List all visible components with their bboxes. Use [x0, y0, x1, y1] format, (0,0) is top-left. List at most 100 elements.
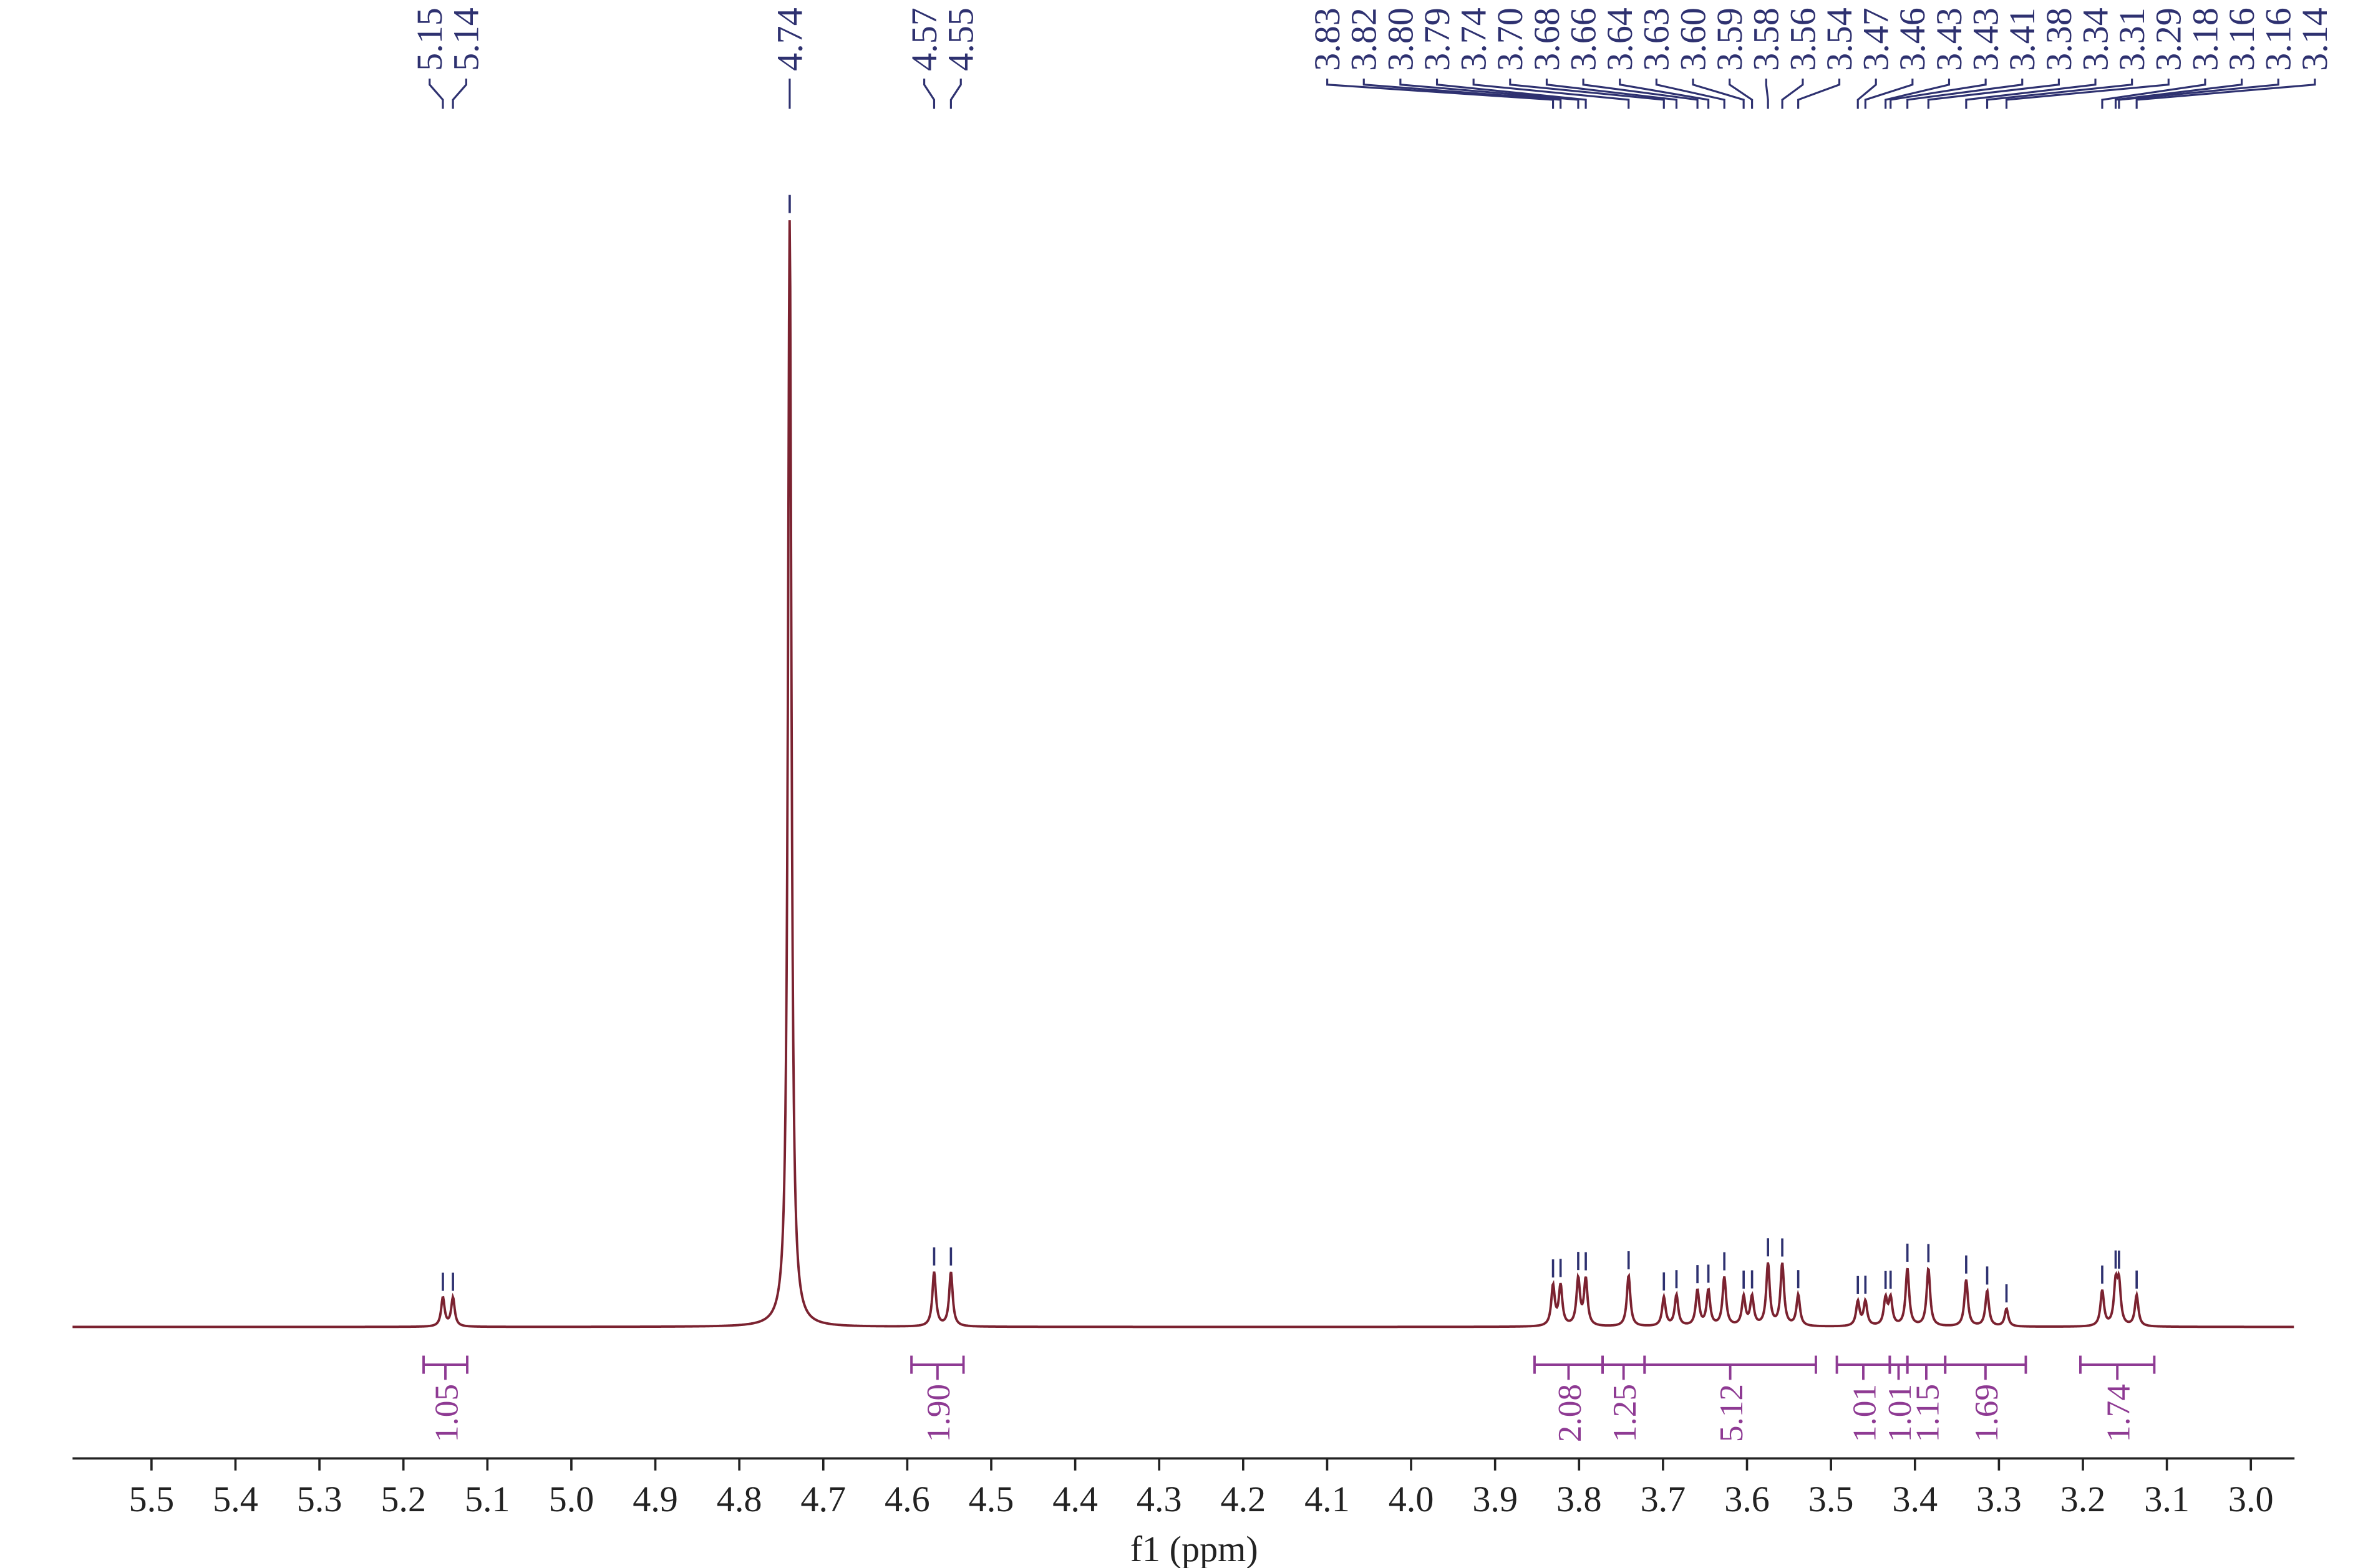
peak-label: 3.66 [1563, 7, 1603, 71]
peak-label: 5.14 [446, 7, 487, 71]
x-tick-label: 5.5 [129, 1479, 175, 1519]
x-tick-label: 3.8 [1556, 1479, 1602, 1519]
peak-connector [2135, 79, 2316, 109]
peak-label: 3.38 [2039, 7, 2079, 71]
peak-label: 5.15 [409, 7, 450, 71]
peak-connector [1864, 79, 1914, 109]
peak-label: 3.82 [1344, 7, 1384, 71]
peak-label: 3.14 [2294, 7, 2335, 71]
peak-label: 3.47 [1856, 7, 1896, 71]
x-tick-label: 4.0 [1389, 1479, 1434, 1519]
x-tick-label: 3.4 [1892, 1479, 1938, 1519]
integral-label: 2.08 [1551, 1384, 1588, 1442]
x-tick-label: 4.7 [800, 1479, 846, 1519]
peak-connector [1856, 79, 1877, 109]
peak-connector [2114, 79, 2243, 109]
peak-connector [1655, 79, 1725, 109]
x-tick-label: 3.6 [1724, 1479, 1770, 1519]
peak-label: 3.56 [1782, 7, 1823, 71]
peak-label: 3.41 [2002, 7, 2042, 71]
peak-connector [1472, 79, 1630, 109]
peak-connector [1890, 79, 1987, 109]
peak-label: 3.43 [1965, 7, 2006, 71]
peak-connector [1781, 79, 1804, 109]
peak-connector [1986, 79, 2133, 109]
peak-connector [1797, 79, 1841, 109]
peak-connector [1435, 79, 1587, 109]
spectrum-curve [72, 220, 2294, 1328]
peak-label: 3.83 [1307, 7, 1347, 71]
integral-label: 1.69 [1968, 1384, 2005, 1442]
peak-connector [1927, 79, 2060, 109]
peak-connector [2101, 79, 2206, 109]
integral-label: 1.01 [1846, 1384, 1883, 1442]
peak-label: 4.57 [904, 7, 944, 71]
x-tick-label: 3.0 [2228, 1479, 2274, 1519]
x-tick-label: 4.1 [1304, 1479, 1350, 1519]
peak-label: 3.80 [1380, 7, 1420, 71]
x-tick-label: 5.4 [213, 1479, 258, 1519]
integral-label: 1.01 [1881, 1384, 1918, 1442]
peak-connector [949, 79, 962, 109]
peak-connector [1545, 79, 1678, 109]
peak-label: 3.70 [1490, 7, 1530, 71]
peak-connector [1582, 79, 1699, 109]
peak-label: 3.16 [2258, 7, 2299, 71]
peak-connector [1619, 79, 1710, 109]
x-tick-label: 3.5 [1808, 1479, 1854, 1519]
integral-label: 5.12 [1713, 1384, 1750, 1442]
x-tick-label: 3.3 [1976, 1479, 2022, 1519]
peak-label: 3.59 [1709, 7, 1750, 71]
x-tick-label: 4.2 [1221, 1479, 1266, 1519]
integral-label: 1.05 [428, 1384, 465, 1442]
peak-label: 3.54 [1819, 7, 1860, 71]
integral-label: 1.15 [1909, 1384, 1946, 1442]
peak-connector [1965, 79, 2097, 109]
peak-label: 3.58 [1746, 7, 1787, 71]
peak-connector [1765, 79, 1769, 109]
peak-label: 3.68 [1526, 7, 1567, 71]
integral-label: 1.25 [1606, 1384, 1643, 1442]
x-tick-label: 4.4 [1052, 1479, 1098, 1519]
x-tick-label: 3.2 [2060, 1479, 2106, 1519]
integral-label: 1.90 [920, 1384, 957, 1442]
x-tick-label: 4.9 [633, 1479, 678, 1519]
peak-connector [1906, 79, 2024, 109]
peak-label: 3.31 [2112, 7, 2152, 71]
peak-label: 3.63 [1636, 7, 1677, 71]
x-tick-label: 4.8 [717, 1479, 762, 1519]
peak-label: 3.18 [2185, 7, 2225, 71]
peak-label: 3.74 [1453, 7, 1494, 71]
peak-connector [1692, 79, 1745, 109]
x-tick-label: 4.5 [969, 1479, 1014, 1519]
peak-label: 4.74 [769, 7, 810, 71]
peak-connector [1729, 79, 1754, 109]
peak-label: 3.29 [2148, 7, 2189, 71]
peak-label: 3.16 [2221, 7, 2262, 71]
x-tick-label: 3.7 [1641, 1479, 1686, 1519]
peak-connector [2118, 79, 2279, 109]
x-axis-label: f1 (ppm) [1130, 1529, 1258, 1568]
peak-connector [452, 79, 467, 109]
peak-label: 4.55 [941, 7, 981, 71]
peak-label: 3.43 [1929, 7, 1969, 71]
peak-label: 3.46 [1892, 7, 1933, 71]
x-tick-label: 5.0 [549, 1479, 594, 1519]
x-tick-label: 4.6 [885, 1479, 930, 1519]
integral-label: 1.74 [2100, 1384, 2137, 1442]
peak-connector [1885, 79, 1951, 109]
peak-label: 3.34 [2075, 7, 2115, 71]
peak-connector [429, 79, 444, 109]
peak-connector [2005, 79, 2170, 109]
peak-connector [1509, 79, 1665, 109]
x-tick-label: 5.2 [381, 1479, 426, 1519]
peak-connector [923, 79, 936, 109]
peak-connector [1326, 79, 1555, 109]
peak-connector [1362, 79, 1562, 109]
peak-label: 3.60 [1672, 7, 1713, 71]
x-tick-label: 5.3 [297, 1479, 342, 1519]
x-tick-label: 3.1 [2144, 1479, 2190, 1519]
peak-connector [1399, 79, 1579, 109]
peak-label: 3.64 [1599, 7, 1640, 71]
